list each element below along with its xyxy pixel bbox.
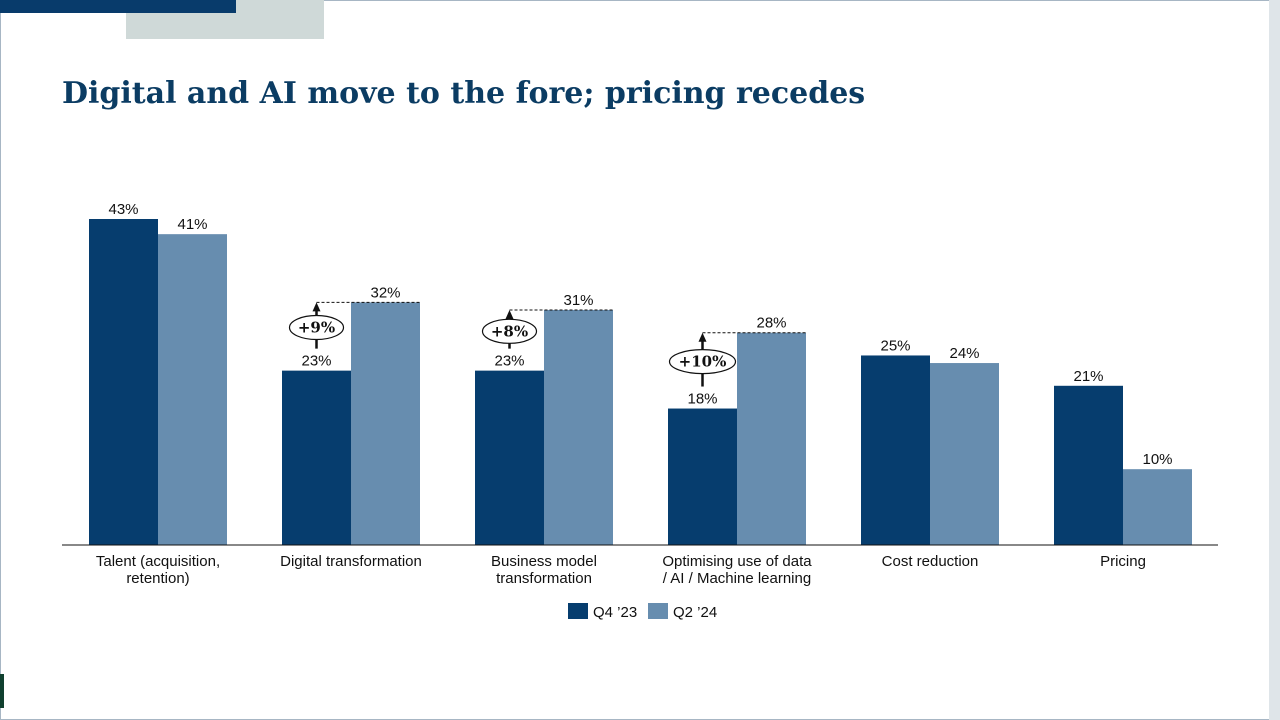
legend-swatch-q4-23 (568, 603, 588, 619)
change-arrow-head (312, 302, 321, 312)
bar-q4-23-0 (89, 219, 158, 545)
value-label: 28% (756, 315, 786, 332)
change-arrow-head (698, 332, 707, 342)
category-label: / AI / Machine learning (663, 570, 811, 587)
bar-q4-23-5 (1054, 385, 1123, 545)
category-label: Digital transformation (280, 553, 422, 570)
category-label: Business model (491, 553, 597, 570)
bar-q2-24-2 (544, 309, 613, 545)
category-label: Talent (acquisition, (96, 553, 220, 570)
bar-q2-24-5 (1123, 469, 1192, 545)
value-label: 32% (370, 284, 400, 301)
legend-label: Q2 ’24 (673, 604, 717, 621)
bar-q4-23-4 (861, 355, 930, 545)
value-label: 24% (949, 345, 979, 362)
value-label: 25% (880, 337, 910, 354)
right-edge-bar (1269, 0, 1280, 720)
bar-q2-24-0 (158, 234, 227, 546)
value-label: 41% (177, 216, 207, 233)
value-label: 23% (301, 353, 331, 370)
change-badge (668, 349, 737, 375)
category-label: Optimising use of data (662, 553, 812, 570)
bar-q2-24-1 (351, 302, 420, 545)
value-label: 43% (108, 201, 138, 218)
value-label: 23% (494, 353, 524, 370)
change-label: +8% (491, 322, 528, 340)
change-label: +9% (298, 319, 335, 337)
value-label: 21% (1073, 368, 1103, 385)
change-badge (288, 314, 345, 341)
category-label: Pricing (1100, 553, 1146, 570)
legend-label: Q4 ’23 (593, 604, 637, 621)
value-label: 31% (563, 292, 593, 309)
bar-q4-23-1 (282, 370, 351, 545)
value-label: 10% (1142, 451, 1172, 468)
bar-q2-24-4 (930, 363, 999, 545)
bar-q2-24-3 (737, 332, 806, 545)
slide-title: Digital and AI move to the fore; pricing… (62, 76, 866, 111)
change-label: +10% (679, 353, 727, 371)
category-label: transformation (496, 570, 592, 587)
bar-q4-23-3 (668, 408, 737, 545)
value-label: 18% (687, 391, 717, 408)
category-label: retention) (126, 570, 189, 587)
top-accent-dark (0, 0, 236, 13)
change-arrow-head (505, 309, 514, 319)
legend-swatch-q2-24 (648, 603, 668, 619)
left-accent (0, 674, 4, 708)
change-badge (481, 318, 538, 344)
category-label: Cost reduction (882, 553, 979, 570)
bar-q4-23-2 (475, 370, 544, 545)
